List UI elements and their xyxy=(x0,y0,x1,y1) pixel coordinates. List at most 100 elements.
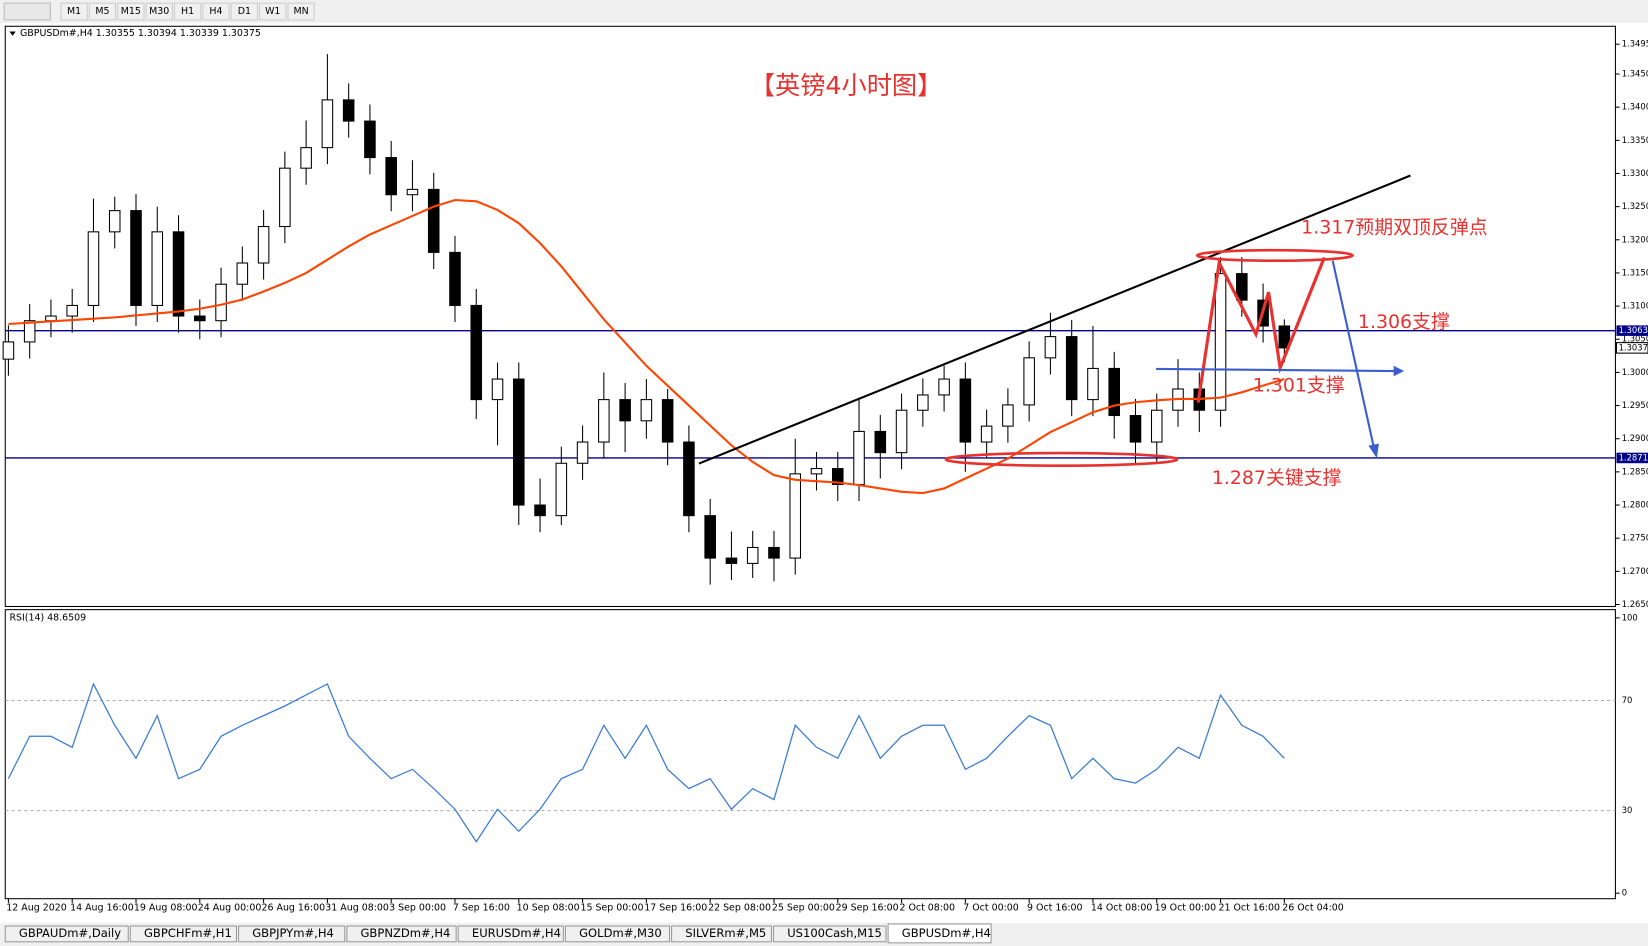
chart-title: GBPUSDm#,H4 1.30355 1.30394 1.30339 1.30… xyxy=(20,28,261,39)
timeframe-button[interactable] xyxy=(287,2,315,21)
candle-body xyxy=(704,515,716,559)
arrow-head xyxy=(1368,443,1379,459)
blue-arrow xyxy=(1331,260,1375,447)
timeframe-button[interactable] xyxy=(259,2,287,21)
candle-body xyxy=(300,147,312,169)
price-tag xyxy=(1616,452,1648,464)
y-tick-label: 1.3000 xyxy=(1622,367,1648,377)
tab-label[interactable]: GBPCHFm#,H1 xyxy=(144,926,232,940)
candle-body xyxy=(789,473,802,559)
last-price-label: 1.3037 xyxy=(1619,342,1648,352)
candle-body xyxy=(661,399,674,443)
drawings xyxy=(698,174,1411,467)
x-tick-label: 3 Sep 00:00 xyxy=(389,903,446,914)
timeframe-label[interactable]: D1 xyxy=(238,6,251,17)
support-ellipse xyxy=(944,451,1179,467)
timeframe-button[interactable] xyxy=(145,2,173,21)
timeframe-label[interactable]: M30 xyxy=(149,6,169,17)
timeframe-button[interactable] xyxy=(230,2,259,21)
timeframe-label[interactable]: M5 xyxy=(95,6,109,17)
timeframe-button[interactable] xyxy=(117,2,145,21)
arrow-head xyxy=(1393,365,1405,377)
panel-arrow xyxy=(9,31,16,36)
y-tick-label: 70 xyxy=(1622,695,1633,705)
candle-body xyxy=(1065,336,1078,401)
candle-body xyxy=(151,231,164,306)
x-tick-label: 24 Aug 00:00 xyxy=(198,903,262,914)
candle-body xyxy=(406,188,419,196)
tab[interactable] xyxy=(238,925,346,943)
timeframe-button[interactable] xyxy=(202,2,230,21)
x-tick-label: 10 Sep 08:00 xyxy=(517,903,580,914)
tab[interactable] xyxy=(129,925,238,943)
x-tick-label: 26 Aug 16:00 xyxy=(261,903,325,914)
tab-label[interactable]: GBPAUDm#,Daily xyxy=(19,926,121,940)
candle-body xyxy=(534,504,546,517)
tab[interactable] xyxy=(4,925,129,943)
trend-line xyxy=(698,174,1411,465)
tab[interactable] xyxy=(346,925,457,943)
candle-body xyxy=(172,231,185,317)
tab-label[interactable]: EURUSDm#,H4 xyxy=(472,926,561,940)
y-tick-label: 1.3495 xyxy=(1622,39,1648,49)
annotation: 1.317预期双顶反弹点 xyxy=(1301,217,1487,239)
timeframe-label[interactable]: M1 xyxy=(67,6,81,17)
rsi-line xyxy=(7,682,1285,843)
candle-body xyxy=(23,320,36,343)
timeframe-label[interactable]: W1 xyxy=(265,6,280,17)
x-tick-label: 7 Oct 00:00 xyxy=(963,903,1019,914)
moving-average xyxy=(8,198,1285,495)
tab-label[interactable]: GOLDm#,M30 xyxy=(579,926,662,940)
annotation: 1.287关键支撑 xyxy=(1212,467,1342,489)
tab-label[interactable]: GBPJPYm#,H4 xyxy=(252,926,334,940)
tab[interactable] xyxy=(457,925,564,943)
x-tick-label: 21 Oct 16:00 xyxy=(1218,903,1280,914)
timeframe-label[interactable]: H4 xyxy=(209,6,222,17)
timeframe-button[interactable] xyxy=(60,2,88,21)
tab[interactable] xyxy=(564,925,671,943)
annotation: 【英镑4小时图】 xyxy=(750,71,943,100)
tab-label[interactable]: SILVERm#,M5 xyxy=(685,926,766,940)
tool-button[interactable] xyxy=(3,2,51,21)
annotation: 1.301支撑 xyxy=(1253,374,1345,396)
candle-body xyxy=(1087,367,1099,401)
candle-body xyxy=(279,167,291,228)
candle-body xyxy=(938,378,950,396)
x-tick-label: 19 Oct 00:00 xyxy=(1155,903,1217,914)
candle-body xyxy=(874,430,887,454)
timeframe-button[interactable] xyxy=(173,2,202,21)
candle-body xyxy=(1236,273,1248,301)
tab-label[interactable]: GBPNZDm#,H4 xyxy=(361,926,451,940)
price-tag xyxy=(1616,325,1648,336)
candle-body xyxy=(66,304,78,317)
y-tick-label: 1.3200 xyxy=(1622,234,1648,244)
candle-body xyxy=(108,210,121,233)
timeframe-label[interactable]: H1 xyxy=(181,6,194,17)
tab-label[interactable]: GBPUSDm#,H4 xyxy=(902,926,991,940)
timeframe-button[interactable] xyxy=(88,2,117,21)
x-tick-label: 15 Sep 00:00 xyxy=(580,903,643,914)
tab[interactable] xyxy=(887,923,992,944)
candle-body xyxy=(45,315,57,322)
candle-body xyxy=(959,378,972,443)
candle-body xyxy=(810,468,823,475)
tab-label[interactable]: US100Cash,M15 xyxy=(787,926,882,940)
tab[interactable] xyxy=(671,925,772,943)
candle-body xyxy=(194,315,206,322)
candle-body xyxy=(683,441,695,517)
blue-arrow xyxy=(1156,367,1396,373)
timeframe-label[interactable]: MN xyxy=(294,6,309,17)
chart-area xyxy=(0,23,1648,923)
y-tick-label: 1.3300 xyxy=(1622,168,1648,178)
candle-body xyxy=(236,262,249,285)
candle-body xyxy=(746,546,759,564)
tab[interactable] xyxy=(773,925,887,943)
double-top-path xyxy=(1196,256,1326,403)
y-tick-label: 1.3400 xyxy=(1622,102,1648,112)
timeframe-label[interactable]: M15 xyxy=(121,6,141,17)
candle-body xyxy=(831,468,844,486)
price-plot xyxy=(2,54,1616,585)
x-tick-label: 12 Aug 2020 xyxy=(6,903,66,914)
